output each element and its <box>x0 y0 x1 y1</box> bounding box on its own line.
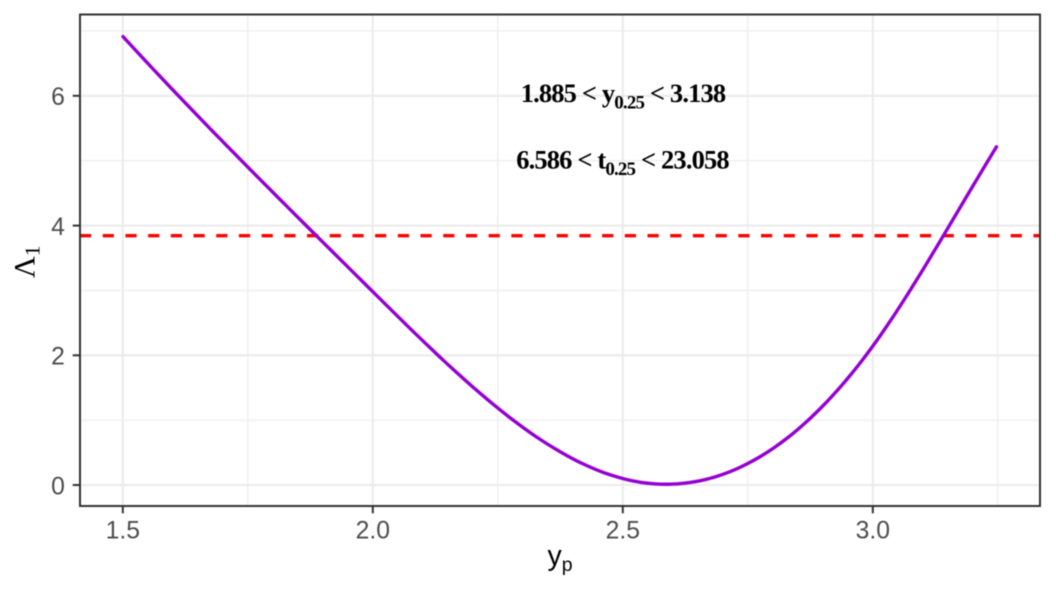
svg-text:4: 4 <box>51 214 65 241</box>
svg-text:2.5: 2.5 <box>606 517 640 544</box>
svg-text:0: 0 <box>51 473 65 500</box>
svg-text:6: 6 <box>51 84 65 111</box>
svg-text:2: 2 <box>51 344 65 371</box>
svg-text:1.5: 1.5 <box>106 517 140 544</box>
svg-text:2.0: 2.0 <box>356 517 390 544</box>
svg-text:3.0: 3.0 <box>856 517 890 544</box>
